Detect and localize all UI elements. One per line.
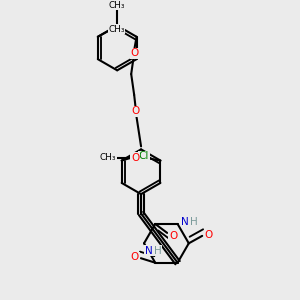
Text: O: O <box>204 230 212 240</box>
Text: CH₃: CH₃ <box>108 25 125 34</box>
Text: H: H <box>190 218 198 227</box>
Text: CH₃: CH₃ <box>109 1 125 10</box>
Text: H: H <box>154 246 162 256</box>
Text: N: N <box>145 246 152 256</box>
Text: Cl: Cl <box>139 151 149 161</box>
Text: CH₃: CH₃ <box>100 153 116 162</box>
Text: O: O <box>131 252 139 262</box>
Text: O: O <box>130 48 138 58</box>
Text: O: O <box>131 106 140 116</box>
Text: O: O <box>131 153 139 163</box>
Text: N: N <box>181 218 189 227</box>
Text: O: O <box>169 231 177 241</box>
